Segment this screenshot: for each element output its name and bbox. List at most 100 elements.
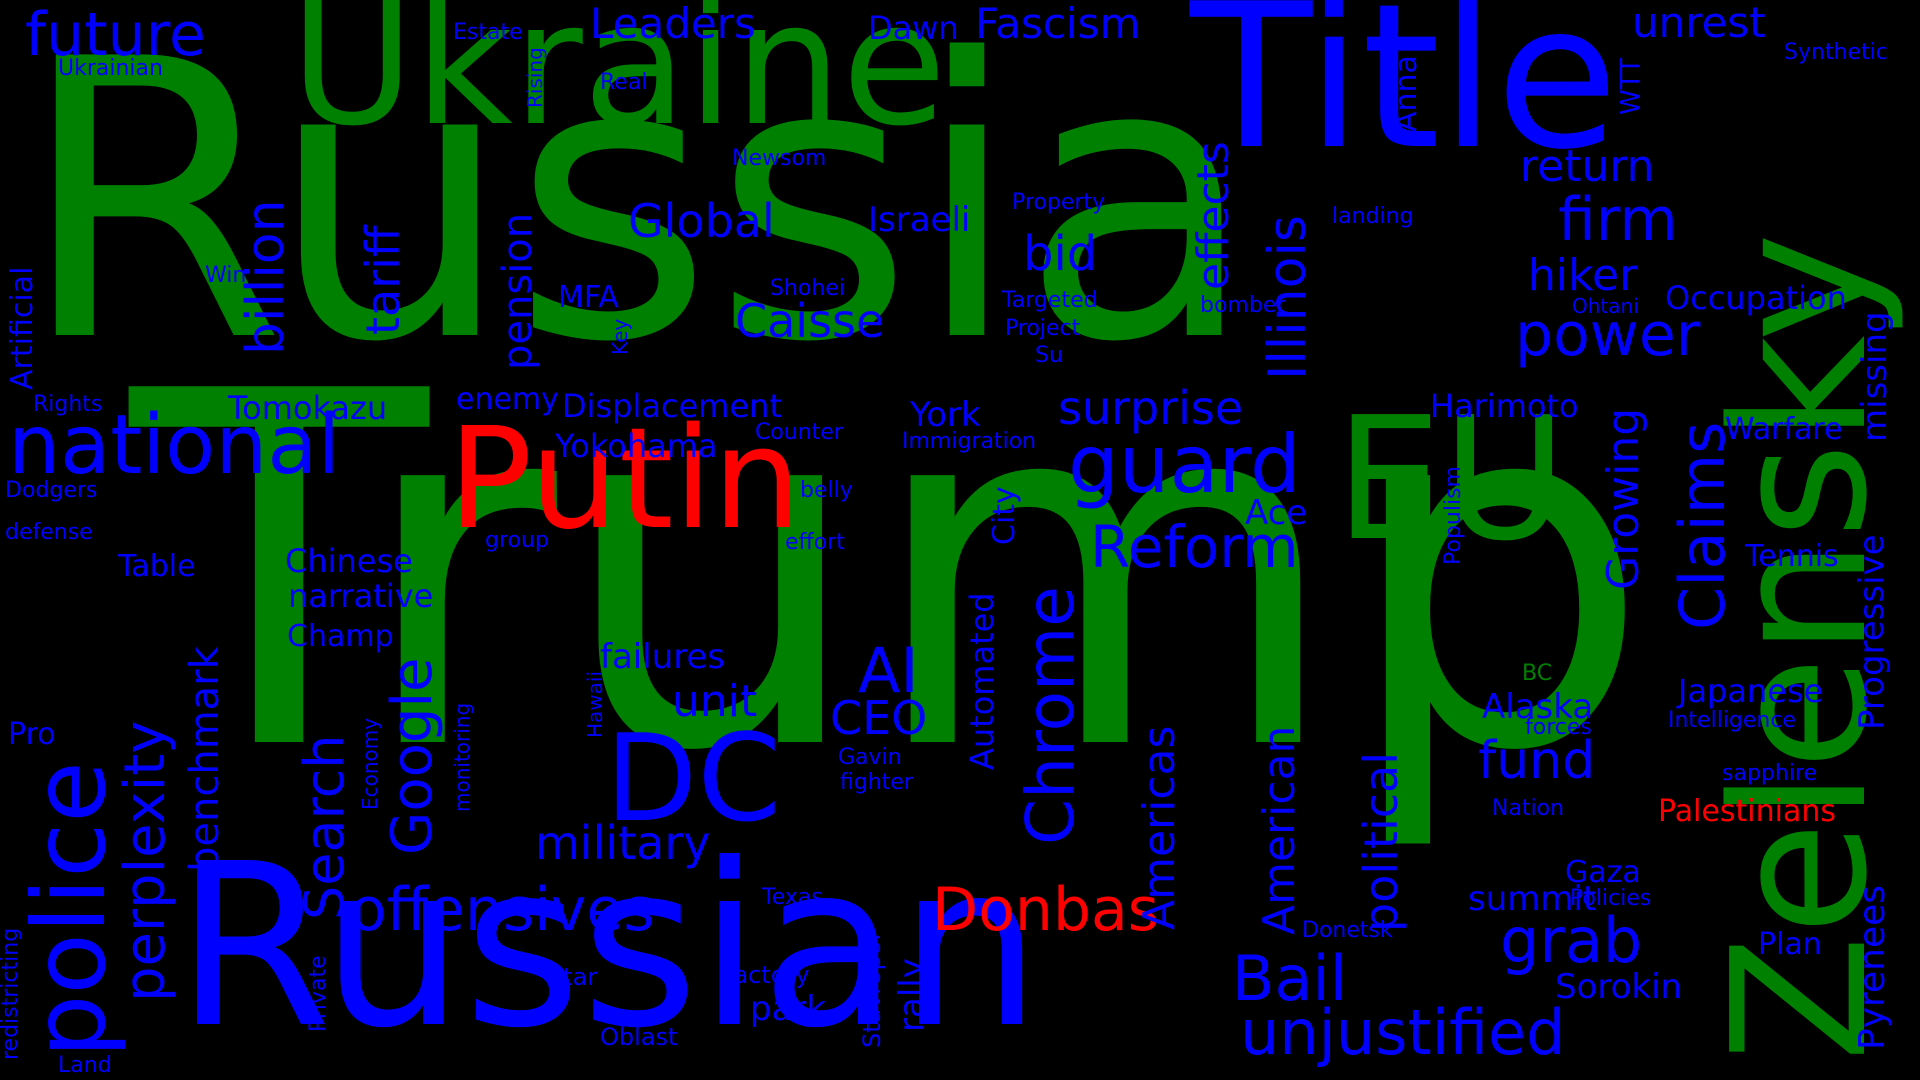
word-rights: Rights [33, 392, 103, 417]
word-unit: unit [672, 676, 758, 727]
word-ace: Ace [1245, 493, 1308, 533]
word-plan: Plan [1758, 927, 1822, 962]
word-warfare: Warfare [1725, 412, 1843, 447]
word-caisse: Caisse [735, 294, 885, 348]
word-sorokin: Sorokin [1555, 967, 1683, 1007]
word-bc: BC [1522, 661, 1553, 686]
word-gaza: Gaza [1565, 855, 1641, 890]
word-win: Win [205, 263, 247, 288]
word-estate: Estate [453, 20, 523, 45]
word-alaska: Alaska [1482, 687, 1594, 727]
word-donbas: Donbas [932, 875, 1160, 945]
word-google: Google [380, 657, 445, 855]
word-guard: guard [1068, 418, 1301, 511]
word-bid: bid [1023, 226, 1098, 282]
word-enemy: enemy [456, 382, 559, 417]
word-return: return [1520, 141, 1655, 192]
word-yokohama: Yokohama [555, 427, 718, 465]
word-progressive: Progressive [1852, 534, 1892, 730]
word-anna: Anna [1389, 55, 1424, 132]
word-texas: Texas [762, 885, 823, 910]
word-intelligence: Intelligence [1668, 708, 1797, 733]
word-fascism: Fascism [975, 0, 1141, 48]
word-tennis: Tennis [1745, 539, 1839, 574]
word-benchmark: benchmark [182, 646, 228, 872]
word-shohei: Shohei [770, 276, 845, 301]
word-factory: factory [725, 961, 810, 989]
word-failures: failures [600, 637, 726, 677]
word-donetsk: Donetsk [1302, 918, 1393, 943]
word-bail: Bail [1232, 942, 1347, 1015]
word-sapphire: sapphire [1722, 761, 1818, 786]
word-park: park [750, 989, 827, 1029]
word-ai: AI [858, 634, 919, 707]
word-pyrenees: Pyrenees [1852, 884, 1893, 1050]
word-chinese: Chinese [285, 542, 413, 580]
word-gavin: Gavin [838, 745, 902, 770]
word-billion: billion [236, 199, 296, 355]
word-displacement: Displacement [562, 387, 782, 425]
word-oblast: Oblast [600, 1023, 678, 1051]
word-synthetic: Synthetic [1784, 40, 1888, 65]
word-populism: Populism [1441, 466, 1466, 565]
word-power: power [1515, 300, 1701, 370]
word-monitoring: monitoring [450, 702, 474, 812]
word-perplexity: perplexity [113, 720, 178, 1002]
word-leaders: Leaders [590, 0, 756, 48]
word-bomber: bomber [1200, 293, 1286, 318]
word-belly: belly [800, 478, 853, 503]
word-surprise: surprise [1058, 381, 1244, 435]
word-key: Key [608, 318, 632, 355]
word-fighter: fighter [840, 770, 913, 795]
word-city: City [987, 486, 1022, 545]
word-police: police [11, 761, 128, 1058]
word-global: Global [628, 194, 775, 248]
word-unjustified: unjustified [1240, 996, 1566, 1069]
word-military: military [535, 816, 711, 870]
word-unrest: unrest [1632, 0, 1766, 47]
word-israeli: Israeli [868, 200, 971, 240]
word-search: Search [293, 734, 356, 920]
word-dawn: Dawn [868, 9, 959, 47]
word-effects: effects [1188, 141, 1239, 290]
word-wtt: WTT [1616, 57, 1646, 115]
word-americas: Americas [1134, 725, 1185, 930]
word-future: future [25, 0, 206, 70]
word-hawaii: Hawaii [583, 670, 607, 738]
word-stavropol: Stavropol [858, 933, 886, 1048]
word-hiker: hiker [1528, 250, 1638, 301]
word-dodgers: Dodgers [5, 478, 98, 503]
word-putin: Putin [448, 398, 802, 561]
word-chrome: Chrome [1012, 586, 1089, 845]
word-ukraine: Ukraine [290, 0, 947, 164]
word-offensives: offensives [350, 875, 655, 945]
word-japanese: Japanese [1678, 672, 1824, 710]
word-trump: Trump [130, 290, 1652, 858]
word-narrative: narrative [288, 577, 434, 615]
word-nation: Nation [1492, 796, 1565, 821]
word-table: Table [118, 549, 196, 584]
word-redistricting: redistricting [0, 927, 23, 1060]
word-reform: Reform [1090, 513, 1299, 581]
word-private: Private [306, 955, 331, 1032]
word-rising: Rising [523, 47, 547, 108]
word-national: national [8, 398, 341, 493]
word-missing: missing [1855, 311, 1895, 442]
word-russian: Russian [175, 816, 1042, 1078]
word-counter: Counter [755, 420, 843, 445]
word-star: Star [548, 963, 598, 991]
word-ohtani: Ohtani [1572, 294, 1639, 318]
word-title: Title [1190, 0, 1619, 194]
word-russia: Russia [18, 0, 1257, 426]
word-real: Real [600, 70, 648, 95]
word-firm: firm [1558, 185, 1678, 255]
word-occupation: Occupation [1665, 279, 1847, 317]
word-dc: DC [605, 710, 782, 849]
word-economy: Economy [358, 717, 382, 810]
word-ukrainian: Ukrainian [58, 56, 163, 81]
word-palestinians: Palestinians [1658, 794, 1837, 829]
word-group: group [485, 528, 549, 553]
word-grab: grab [1500, 904, 1643, 977]
word-automated: Automated [963, 592, 1001, 770]
